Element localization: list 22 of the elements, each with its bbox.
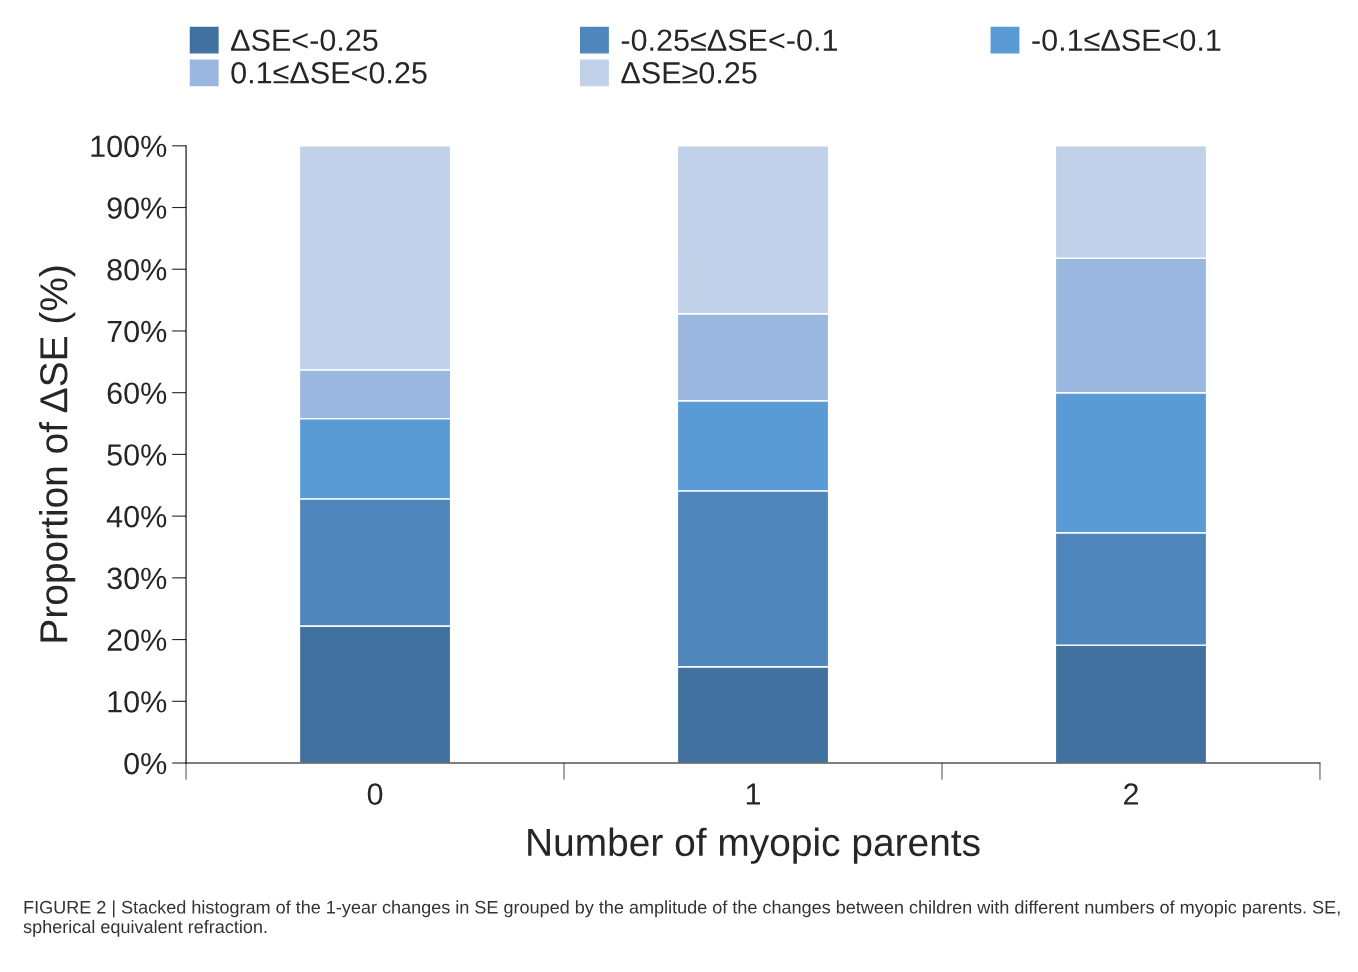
y-tick-label: 100%	[91, 135, 167, 158]
legend-label: ΔSE≥0.25	[621, 62, 757, 84]
y-tick-label: 40%	[106, 505, 167, 528]
legend-label: ΔSE<-0.25	[231, 29, 378, 52]
y-tick-label: 0%	[124, 752, 167, 775]
x-axis-title: Number of myopic parents	[528, 827, 980, 864]
x-tick-label: 0	[367, 783, 383, 805]
y-tick-label: 70%	[107, 320, 167, 343]
legend-label: -0.25≤ΔSE<-0.1	[621, 29, 837, 52]
y-tick-label: 10%	[108, 691, 167, 713]
y-tick-label: 80%	[107, 258, 167, 281]
y-tick-label: 30%	[107, 567, 167, 590]
y-axis-title: Proportion of ΔSE (%)	[39, 266, 76, 642]
y-tick-label: 20%	[107, 629, 167, 651]
y-tick-label: 60%	[107, 382, 167, 405]
legend-label: 0.1≤ΔSE<0.25	[231, 62, 427, 84]
caption: FIGURE 2 | Stacked histogram of the 1-year changes in SE grouped by the amplitude of the changes between children with different numbers of myopic parents. SE, spherical equivalent refraction.	[23, 900, 1340, 937]
x-tick-label: 2	[1124, 783, 1138, 805]
y-tick-label: 90%	[107, 197, 167, 219]
x-tick-label: 1	[746, 783, 761, 805]
legend-label: -0.1≤ΔSE<0.1	[1032, 29, 1221, 52]
y-tick-label: 50%	[107, 444, 167, 466]
